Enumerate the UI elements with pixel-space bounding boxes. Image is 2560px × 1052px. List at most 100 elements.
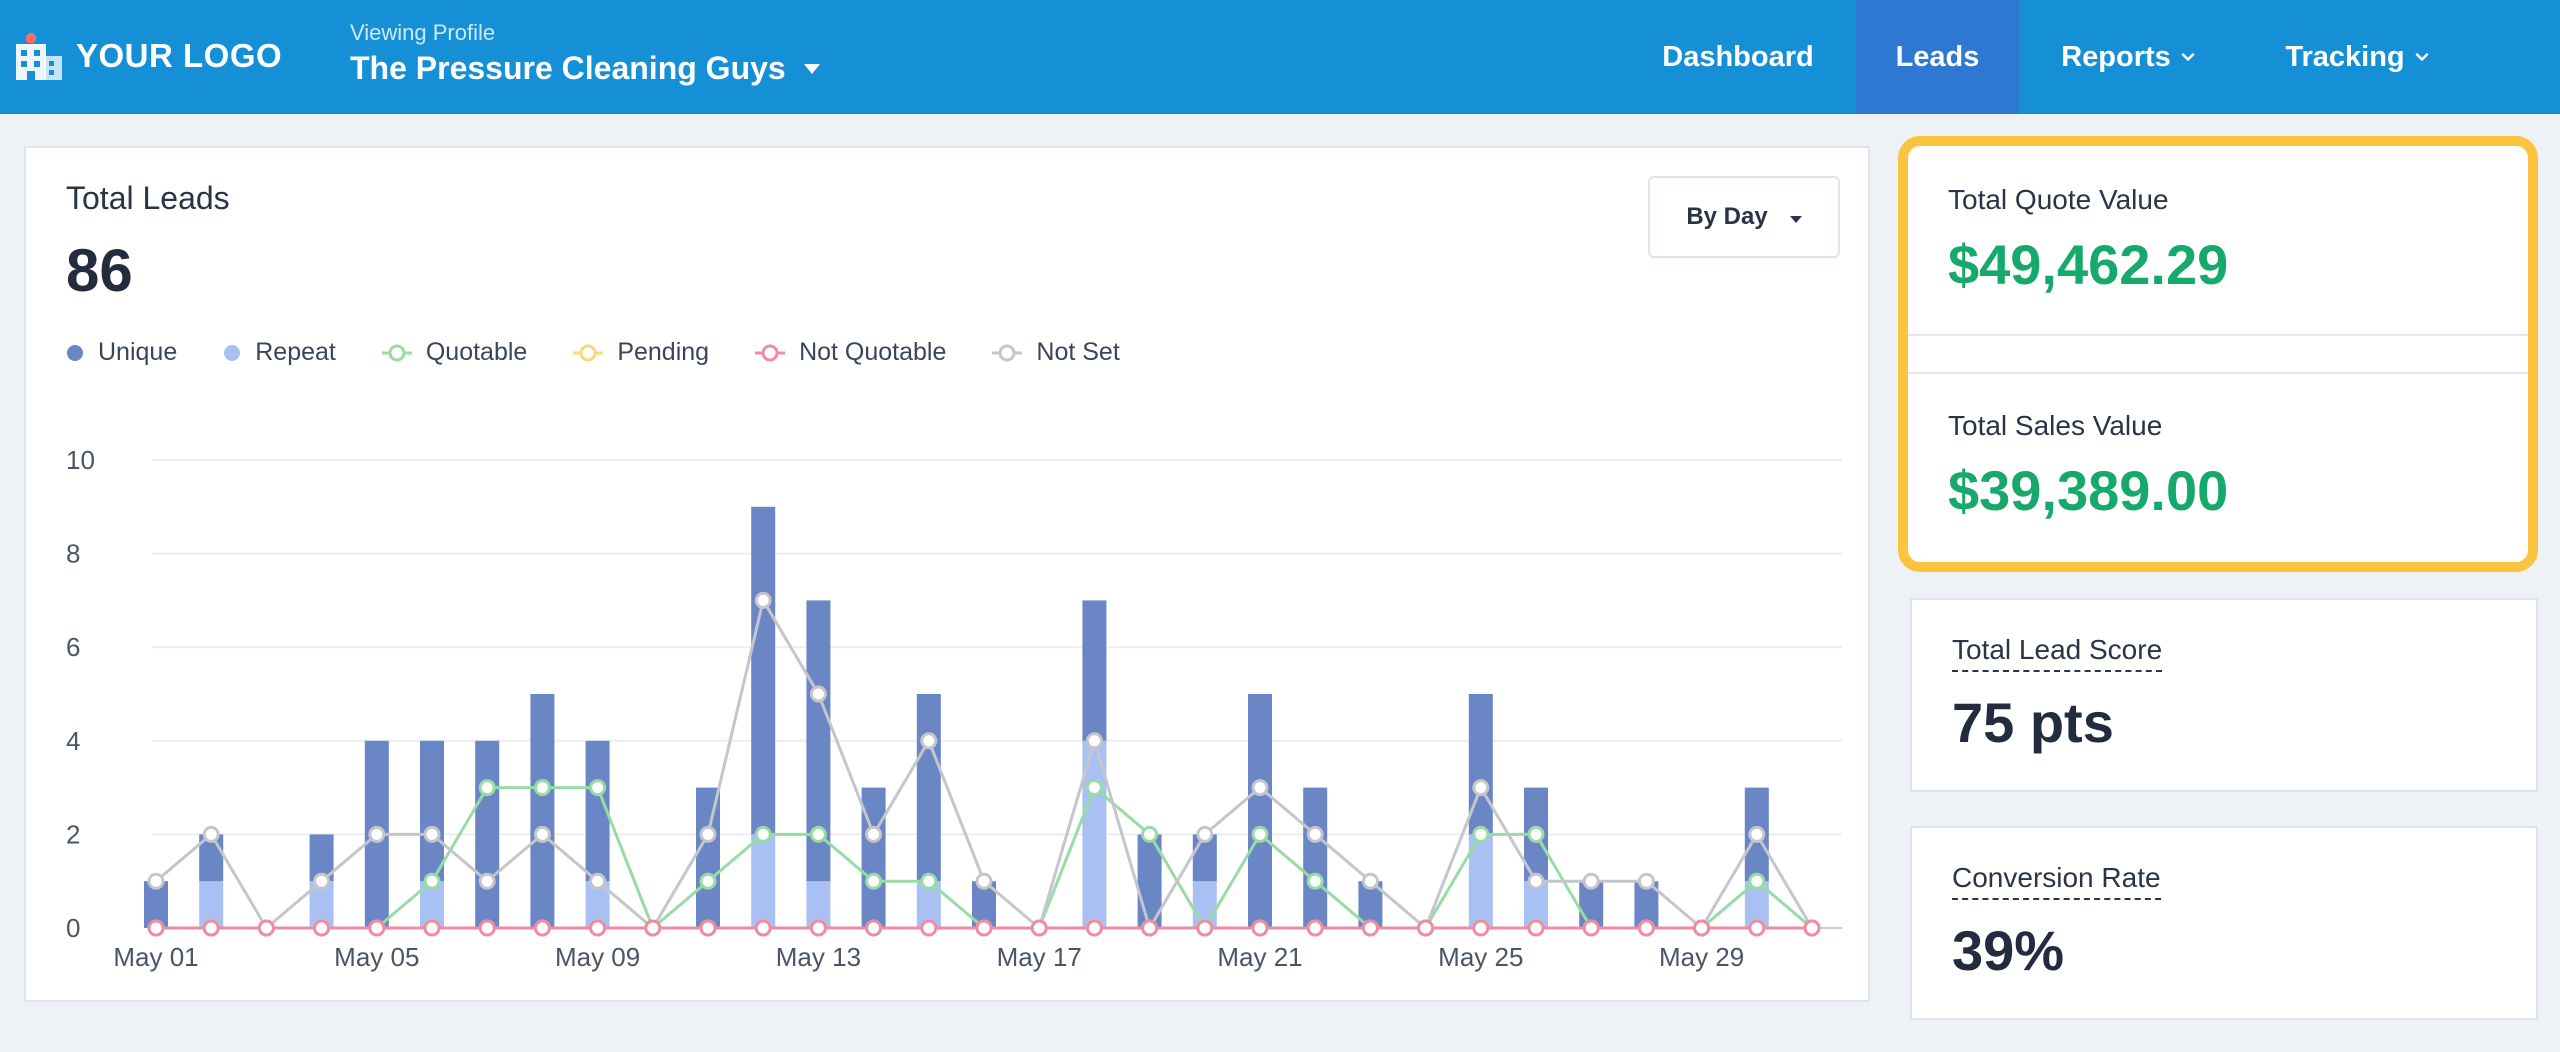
quote-value-block: Total Quote Value $49,462.29 [1948, 184, 2228, 297]
x-tick-label: May 17 [997, 942, 1082, 972]
logo[interactable]: YOUR LOGO [14, 28, 282, 84]
legend-item-not-quotable[interactable]: Not Quotable [755, 338, 946, 367]
x-tick-label: May 21 [1217, 942, 1302, 972]
x-tick-label: May 29 [1659, 942, 1744, 972]
point-not-set [202, 825, 220, 843]
y-tick-label: 10 [66, 445, 95, 475]
legend-label: Pending [617, 338, 710, 366]
legend-label: Not Set [1036, 338, 1120, 366]
point-not-set [1085, 732, 1103, 750]
period-select-label: By Day [1686, 203, 1768, 230]
bar-unique [1468, 694, 1493, 835]
legend-label: Not Quotable [799, 338, 947, 366]
quote-value: $49,462.29 [1948, 233, 2229, 296]
point-not-quotable [423, 919, 441, 937]
bar-unique [861, 787, 886, 928]
conversion-rate-card: Conversion Rate 39% [1910, 826, 2538, 1020]
caret-down-icon[interactable] [803, 63, 820, 74]
quote-value-label: Total Quote Value [1948, 184, 2169, 215]
x-tick-label: May 01 [113, 942, 198, 972]
x-tick-label: May 05 [334, 942, 419, 972]
point-not-set [1637, 872, 1655, 890]
bar-unique [475, 740, 500, 928]
point-not-quotable [1141, 919, 1159, 937]
point-not-set [368, 825, 386, 843]
lead-score-card: Total Lead Score 75 pts [1910, 598, 2538, 792]
legend-item-unique[interactable]: Unique [66, 338, 177, 367]
point-not-set [809, 685, 827, 703]
divider [1908, 372, 2528, 374]
total-leads-value: 86 [66, 237, 133, 304]
ring-line-icon [755, 344, 786, 361]
point-quotable [1085, 779, 1103, 797]
ring-line-icon [381, 344, 412, 361]
bar-unique [751, 506, 776, 835]
nav-dashboard[interactable]: Dashboard [1620, 0, 1856, 114]
logo-text: YOUR LOGO [76, 37, 283, 74]
point-not-quotable [644, 919, 662, 937]
bar-unique [696, 787, 720, 928]
bar-repeat [751, 834, 776, 928]
point-not-quotable [1803, 919, 1821, 937]
conversion-rate-label[interactable]: Conversion Rate [1952, 862, 2161, 900]
leads-chart: 0 2 4 6 8 10 May 01 May 05 May 09 May 13 May 17 May… [66, 445, 1842, 972]
point-not-set [423, 825, 441, 843]
point-not-quotable [257, 919, 275, 937]
point-not-set [920, 732, 938, 750]
chevron-down-icon [2181, 53, 2195, 61]
lead-score-value: 75 pts [1952, 691, 2114, 754]
point-quotable [1472, 825, 1490, 843]
dot-icon [67, 344, 83, 361]
point-quotable [1306, 872, 1324, 890]
point-not-set [1251, 779, 1269, 797]
chart-legend: Unique Repeat Quotable Pending Not Quota… [66, 338, 1166, 367]
bar-unique [1082, 600, 1107, 741]
point-not-quotable [147, 919, 165, 937]
profile-selector[interactable]: Viewing Profile The Pressure Cleaning Gu… [350, 20, 820, 87]
point-quotable [1748, 872, 1766, 890]
legend-item-repeat[interactable]: Repeat [223, 338, 336, 367]
legend-item-pending[interactable]: Pending [573, 338, 709, 367]
building-icon [16, 33, 62, 80]
nav-reports[interactable]: Reports [2019, 0, 2237, 114]
legend-item-not-set[interactable]: Not Set [992, 338, 1120, 367]
divider [1908, 334, 2528, 336]
point-not-quotable [1693, 919, 1711, 937]
profile-caption: Viewing Profile [350, 20, 496, 45]
y-tick-label: 6 [66, 632, 80, 662]
bar-unique [530, 694, 555, 928]
nav-reports-label: Reports [2061, 40, 2171, 73]
dot-icon [224, 344, 241, 361]
nav-leads[interactable]: Leads [1856, 0, 2019, 114]
legend-item-quotable[interactable]: Quotable [381, 338, 527, 367]
point-not-set [533, 825, 551, 843]
point-not-quotable [1361, 919, 1379, 937]
point-not-quotable [1251, 919, 1269, 937]
y-tick-label: 2 [66, 819, 80, 849]
x-tick-label: May 09 [555, 942, 640, 972]
profile-name: The Pressure Cleaning Guys [350, 50, 786, 86]
y-tick-label: 0 [66, 913, 80, 943]
point-not-quotable [699, 919, 717, 937]
point-not-set [754, 591, 772, 609]
point-quotable [478, 779, 496, 797]
lead-score-label[interactable]: Total Lead Score [1952, 634, 2163, 672]
point-quotable [1141, 825, 1159, 843]
profile-name-dropdown[interactable]: The Pressure Cleaning Guys [350, 50, 820, 87]
point-not-quotable [1306, 919, 1324, 937]
card-title: Total Leads [66, 180, 230, 216]
period-select[interactable]: By Day [1648, 176, 1840, 258]
point-not-set [147, 872, 165, 890]
nav-tracking[interactable]: Tracking [2237, 0, 2477, 114]
ring-line-icon [573, 344, 604, 361]
point-not-quotable [1030, 919, 1048, 937]
y-tick-label: 4 [66, 726, 80, 756]
point-not-quotable [589, 919, 607, 937]
bar-unique [1303, 787, 1328, 928]
point-not-set [1196, 825, 1214, 843]
point-not-quotable [975, 919, 993, 937]
point-not-quotable [1085, 919, 1103, 937]
point-not-set [1527, 872, 1545, 890]
point-not-set [1472, 779, 1490, 797]
point-quotable [920, 872, 938, 890]
